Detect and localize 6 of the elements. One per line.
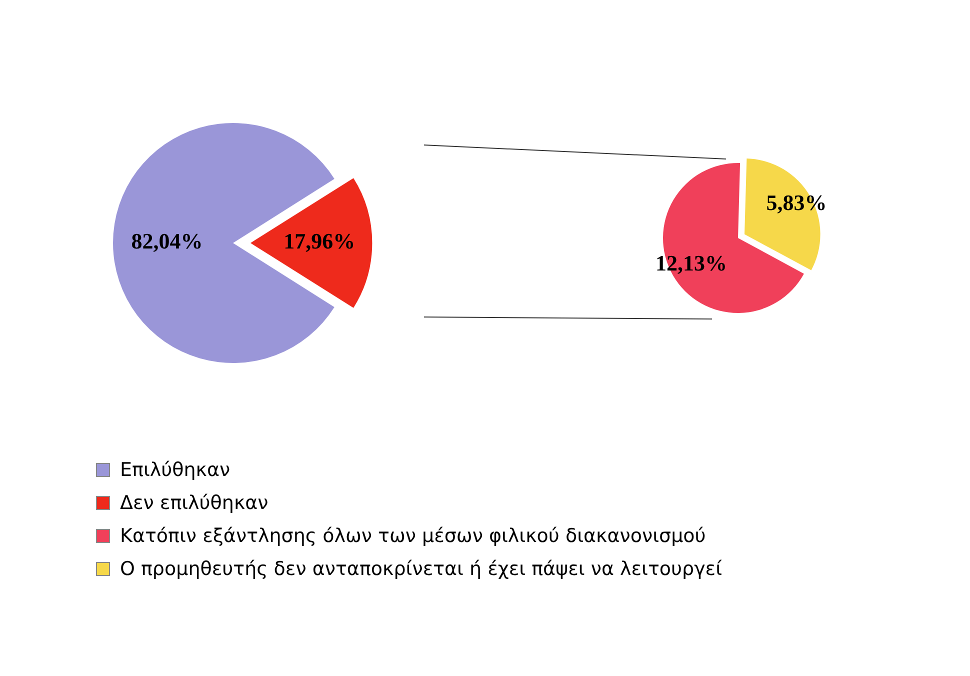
legend-label: Ο προμηθευτής δεν ανταποκρίνεται ή έχει πάψει να λειτουργεί — [120, 558, 722, 580]
legend-label: Δεν επιλύθηκαν — [120, 492, 268, 514]
data-label: 82,04% — [131, 228, 203, 254]
data-label: 17,96% — [284, 228, 356, 254]
legend-label: Επιλύθηκαν — [120, 458, 230, 480]
legend-label: Κατόπιν εξάντλησης όλων των μέσων φιλικού διακανονισμού — [120, 524, 706, 546]
